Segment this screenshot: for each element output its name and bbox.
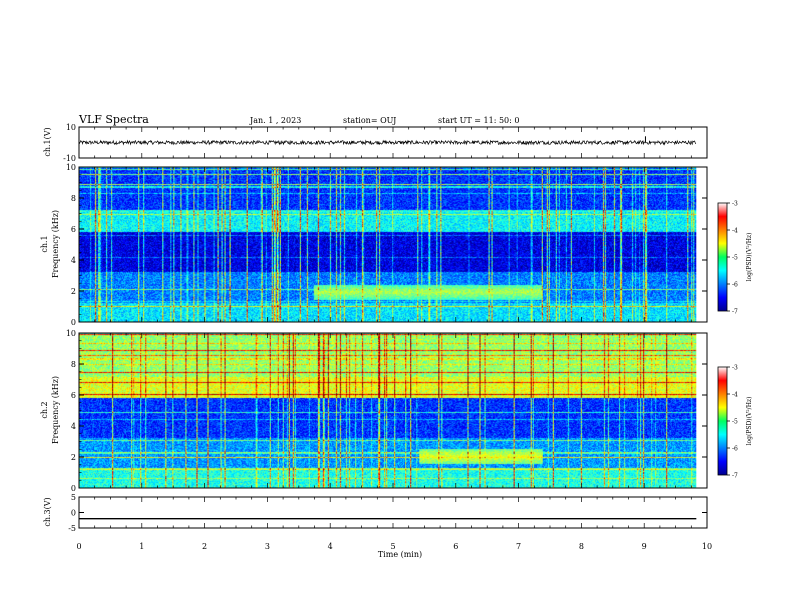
ytick-label: 8 bbox=[71, 360, 76, 369]
ytick-label: 2 bbox=[71, 453, 76, 462]
station-label: station= OUJ bbox=[343, 116, 396, 125]
ch1-waveform-trace bbox=[78, 139, 697, 146]
colorbar-tick-label: -4 bbox=[732, 228, 738, 235]
colorbar-tick-label: -3 bbox=[732, 201, 738, 208]
ch1-waveform-ylabel: ch.1(V) bbox=[43, 127, 52, 156]
ch1-waveform-frame bbox=[78, 126, 708, 159]
colorbar-tick-label: -6 bbox=[732, 282, 738, 289]
ytick-label: 0 bbox=[71, 484, 76, 493]
ch1-waveform-panel: 10 -10 bbox=[63, 123, 708, 163]
xtick-label: 4 bbox=[328, 542, 333, 551]
colorbar-tick-label: -4 bbox=[732, 392, 738, 399]
xtick-label: 3 bbox=[265, 542, 270, 551]
colorbar-tick-label: -7 bbox=[732, 309, 738, 316]
ytick-label: 8 bbox=[71, 194, 76, 203]
ch2-spectrogram-panel: 0 2 4 6 8 10 bbox=[66, 329, 708, 493]
ytick-label: 0 bbox=[71, 509, 76, 518]
ch1-colorbar: -3 -4 -5 -6 -7 log(PSD)(V²/Hz) bbox=[717, 201, 753, 316]
ch1-colorbar-label: log(PSD)(V²/Hz) bbox=[746, 233, 753, 282]
ytick-label: -5 bbox=[68, 524, 76, 533]
xtick-label: 10 bbox=[702, 542, 712, 551]
ytick-label: 10 bbox=[66, 123, 76, 132]
ch1-spectrogram-ylabel-line1: ch.1 bbox=[40, 235, 49, 252]
colorbar-tick-label: -5 bbox=[732, 419, 738, 426]
colorbar-frame bbox=[717, 366, 728, 476]
xtick-label: 0 bbox=[76, 542, 81, 551]
ytick-label: 10 bbox=[66, 163, 76, 172]
ytick-label: 10 bbox=[66, 329, 76, 338]
ch2-colorbar: -3 -4 -5 -6 -7 log(PSD)(V²/Hz) bbox=[717, 365, 753, 480]
ytick-label: -10 bbox=[63, 154, 76, 163]
ch2-spectrogram-frame bbox=[78, 332, 708, 489]
colorbar-tick-label: -3 bbox=[732, 365, 738, 372]
figure-title: VLF Spectra bbox=[78, 113, 149, 126]
x-axis-label: Time (min) bbox=[378, 550, 422, 559]
ytick-label: 2 bbox=[71, 287, 76, 296]
ytick-label: 0 bbox=[71, 318, 76, 327]
ch2-spectrogram-ylabel-line1: ch.2 bbox=[40, 401, 49, 418]
colorbar-tick-label: -7 bbox=[732, 473, 738, 480]
ch1-spectrogram-panel: 0 2 4 6 8 10 bbox=[66, 163, 708, 327]
ch2-spectrogram-ylabel-line2: Frequency (kHz) bbox=[51, 376, 60, 444]
ch3-waveform-panel: 5 0 -5 bbox=[68, 493, 708, 533]
ch3-waveform-ylabel: ch.3(V) bbox=[43, 497, 52, 526]
time-axis: 0 1 2 3 4 5 6 7 8 9 10 bbox=[76, 542, 712, 551]
ch1-spectrogram-frame bbox=[78, 166, 708, 323]
ytick-label: 5 bbox=[71, 493, 76, 502]
ch1-spectrogram-image bbox=[79, 167, 697, 322]
ytick-label: 4 bbox=[71, 256, 76, 265]
colorbar-tick-label: -5 bbox=[732, 255, 738, 262]
ch3-waveform-frame bbox=[78, 496, 708, 529]
xtick-label: 6 bbox=[453, 542, 458, 551]
ch2-spectrogram-image bbox=[79, 333, 697, 488]
ch1-spectrogram-ylabel-line2: Frequency (kHz) bbox=[51, 210, 60, 278]
xtick-label: 7 bbox=[516, 542, 521, 551]
ytick-label: 6 bbox=[71, 225, 76, 234]
colorbar-frame bbox=[717, 202, 728, 312]
ch1-colorbar-gradient bbox=[718, 203, 727, 311]
xtick-label: 9 bbox=[642, 542, 647, 551]
ch2-colorbar-gradient bbox=[718, 367, 727, 475]
date-label: Jan. 1 , 2023 bbox=[249, 116, 301, 125]
start-time-label: start UT = 11: 50: 0 bbox=[438, 116, 519, 125]
ytick-label: 4 bbox=[71, 422, 76, 431]
xtick-label: 1 bbox=[139, 542, 144, 551]
ch2-colorbar-label: log(PSD)(V²/Hz) bbox=[746, 397, 753, 446]
xtick-label: 5 bbox=[390, 542, 395, 551]
xtick-label: 2 bbox=[202, 542, 207, 551]
ytick-label: 6 bbox=[71, 391, 76, 400]
colorbar-tick-label: -6 bbox=[732, 446, 738, 453]
xtick-label: 8 bbox=[579, 542, 584, 551]
